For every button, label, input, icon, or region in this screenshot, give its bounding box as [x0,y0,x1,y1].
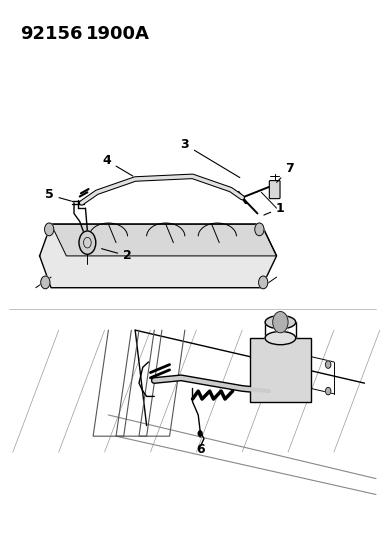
Circle shape [325,361,331,368]
Text: 7: 7 [276,162,295,182]
Text: 4: 4 [102,154,133,176]
Circle shape [259,276,268,289]
Circle shape [273,312,288,333]
Circle shape [45,223,54,236]
Circle shape [255,223,264,236]
FancyBboxPatch shape [270,181,280,199]
Text: 92156: 92156 [20,25,83,43]
Circle shape [198,431,202,436]
Polygon shape [40,224,276,288]
FancyBboxPatch shape [250,338,311,402]
Text: 5: 5 [45,189,71,201]
Circle shape [41,276,50,289]
Polygon shape [51,224,276,256]
Circle shape [79,231,96,254]
Text: 3: 3 [181,138,240,177]
Ellipse shape [265,316,296,329]
Text: 1: 1 [264,201,285,215]
Ellipse shape [265,332,296,345]
Text: 2: 2 [102,249,132,262]
Circle shape [325,387,331,395]
Text: 1900A: 1900A [85,25,149,43]
Text: 6: 6 [196,437,204,456]
